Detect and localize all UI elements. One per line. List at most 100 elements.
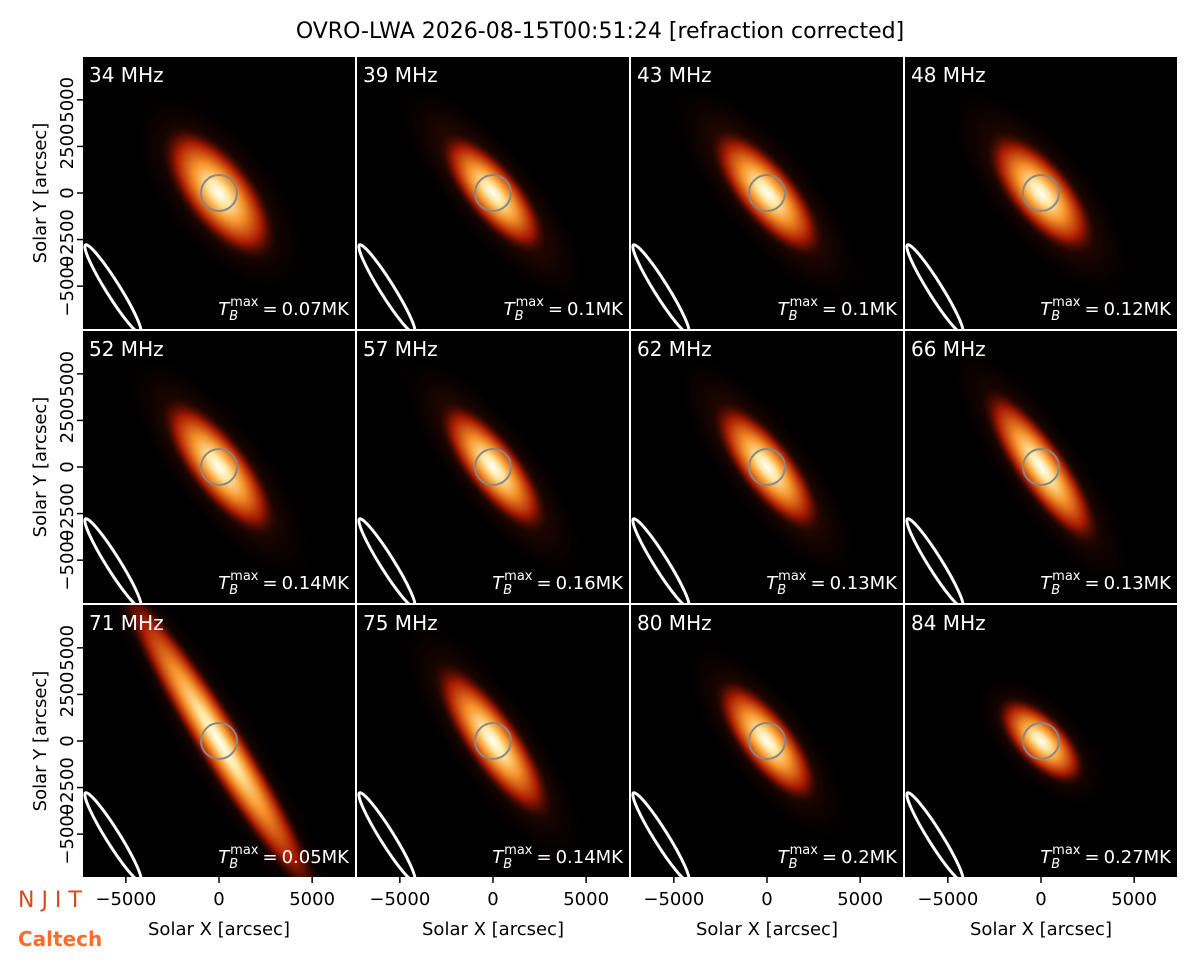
y-tick-label: −2500 xyxy=(57,209,78,270)
emission-core xyxy=(707,124,827,262)
x-tick-label: 0 xyxy=(761,889,772,910)
emission-core xyxy=(712,675,822,807)
tb-eq: = xyxy=(1084,847,1099,868)
tb-symbol: T xyxy=(218,299,231,320)
y-axis-label: Solar Y [arcsec] xyxy=(30,671,51,812)
tb-sup: max xyxy=(230,569,259,584)
tb-unit: MK xyxy=(322,573,351,594)
emission-core xyxy=(430,657,556,825)
tb-eq: = xyxy=(262,847,277,868)
emission-core xyxy=(158,393,280,541)
y-tick-label: −5000 xyxy=(57,256,78,317)
tb-eq: = xyxy=(822,299,837,320)
y-tick-label: −2500 xyxy=(57,483,78,544)
x-tick-label: 5000 xyxy=(289,889,335,910)
frequency-label: 39 MHz xyxy=(363,63,438,87)
beam xyxy=(83,517,143,603)
beam xyxy=(83,791,143,877)
tb-sub: B xyxy=(789,309,798,324)
tb-max-value: 0.14 xyxy=(556,847,596,868)
tb-max-label: TBmax = 0.1MK xyxy=(778,295,899,324)
tb-unit: MK xyxy=(870,299,899,320)
tb-sup: max xyxy=(778,569,807,584)
emission-core xyxy=(979,383,1103,551)
tb-max-label: TBmax = 0.14MK xyxy=(218,569,350,598)
panel xyxy=(631,57,903,329)
emission-core xyxy=(158,122,280,264)
solar-disk xyxy=(748,722,786,760)
panel xyxy=(905,331,1177,603)
x-tick-label: 5000 xyxy=(837,889,883,910)
y-axis-label: Solar Y [arcsec] xyxy=(30,397,51,538)
tb-unit: MK xyxy=(1144,299,1173,320)
solar-disk xyxy=(1022,448,1060,486)
tb-unit: MK xyxy=(596,573,625,594)
tb-sub: B xyxy=(515,309,524,324)
tb-max-value: 0.12 xyxy=(1104,299,1144,320)
panel xyxy=(357,331,629,603)
beam xyxy=(905,243,965,329)
y-tick-label: 0 xyxy=(57,461,78,472)
beam xyxy=(357,791,417,877)
x-tick-label: −5000 xyxy=(917,889,978,910)
y-tick-label: 2500 xyxy=(57,398,78,444)
y-tick-label: −2500 xyxy=(57,757,78,818)
x-tick-label: −5000 xyxy=(95,889,156,910)
tb-max-label: TBmax = 0.12MK xyxy=(1040,295,1172,324)
tb-max-value: 0.16 xyxy=(556,573,596,594)
figure-title: OVRO-LWA 2026-08-15T00:51:24 [refraction… xyxy=(296,19,904,44)
beam xyxy=(631,243,691,329)
solar-disk xyxy=(1022,722,1060,760)
tb-max-value: 0.13 xyxy=(1104,573,1144,594)
solar-disk xyxy=(200,722,238,760)
tb-symbol: T xyxy=(778,847,791,868)
tb-sub: B xyxy=(229,857,238,872)
tb-max-value: 0.27 xyxy=(1104,847,1144,868)
x-tick-label: 0 xyxy=(213,889,224,910)
tb-sub: B xyxy=(229,309,238,324)
tb-max-label: TBmax = 0.14MK xyxy=(492,843,624,872)
frequency-label: 75 MHz xyxy=(363,611,438,635)
y-tick-label: 0 xyxy=(57,735,78,746)
tb-max-label: TBmax = 0.07MK xyxy=(218,295,350,324)
caltech-logo: Caltech xyxy=(18,927,102,951)
tb-unit: MK xyxy=(1144,573,1173,594)
panel xyxy=(357,605,629,877)
tb-symbol: T xyxy=(1040,847,1053,868)
tb-sub: B xyxy=(1051,857,1060,872)
tb-eq: = xyxy=(536,573,551,594)
y-axis-label: Solar Y [arcsec] xyxy=(30,123,51,264)
tb-sub: B xyxy=(229,583,238,598)
tb-sup: max xyxy=(1052,295,1081,310)
tb-max-label: TBmax = 0.13MK xyxy=(766,569,898,598)
tb-sup: max xyxy=(790,295,819,310)
tb-unit: MK xyxy=(322,847,351,868)
solar-disk xyxy=(200,174,238,212)
x-tick-label: 0 xyxy=(487,889,498,910)
tb-sup: max xyxy=(230,295,259,310)
solar-disk xyxy=(748,174,786,212)
panel xyxy=(631,605,903,877)
tb-max-label: TBmax = 0.2MK xyxy=(778,843,899,872)
tb-eq: = xyxy=(536,847,551,868)
emission-core xyxy=(983,127,1099,259)
tb-sub: B xyxy=(503,857,512,872)
tb-sub: B xyxy=(503,583,512,598)
tb-symbol: T xyxy=(492,573,505,594)
tb-max-label: TBmax = 0.1MK xyxy=(504,295,625,324)
beam xyxy=(905,791,965,877)
frequency-label: 71 MHz xyxy=(89,611,164,635)
tb-max-value: 0.14 xyxy=(282,573,322,594)
tb-max-value: 0.2 xyxy=(841,847,870,868)
solar-disk xyxy=(1022,174,1060,212)
panel xyxy=(905,605,1177,877)
solar-disk xyxy=(748,448,786,486)
x-axis-label: Solar X [arcsec] xyxy=(422,919,564,940)
frequency-label: 84 MHz xyxy=(911,611,986,635)
y-tick-label: −5000 xyxy=(57,804,78,865)
emission-core xyxy=(436,128,550,258)
x-tick-label: −5000 xyxy=(369,889,430,910)
tb-sup: max xyxy=(790,843,819,858)
tb-sup: max xyxy=(504,843,533,858)
